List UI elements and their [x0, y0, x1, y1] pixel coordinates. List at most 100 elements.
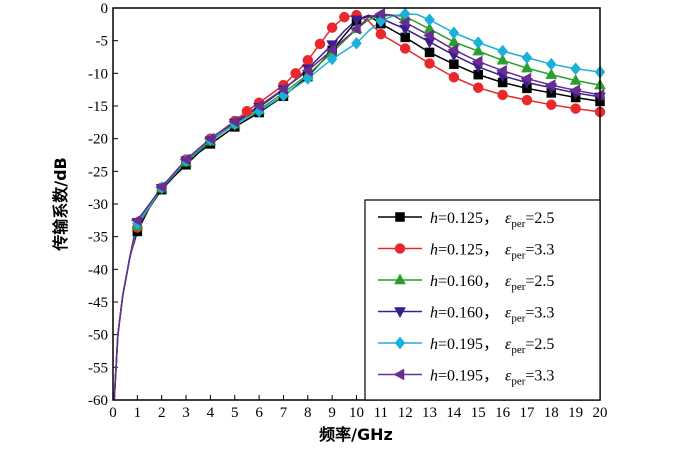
data-point: [447, 43, 459, 56]
data-point: [496, 53, 509, 65]
legend-label-h-value: =0.160，: [438, 273, 499, 290]
x-tick-label: 18: [544, 405, 559, 421]
legend-label-eps-value: =2.5: [525, 210, 554, 227]
x-tick-label: 12: [398, 405, 413, 421]
legend-label-h: h: [430, 368, 438, 385]
data-point: [350, 15, 363, 27]
y-tick-label: -25: [88, 164, 108, 180]
y-axis-title: 传输系数/dB: [51, 157, 70, 252]
legend-label-h: h: [430, 210, 438, 227]
x-axis-title: 频率/GHz: [319, 425, 393, 444]
y-tick-label: -30: [88, 197, 108, 213]
legend-label-h: h: [430, 242, 438, 259]
data-point: [545, 68, 558, 79]
legend-marker: [394, 307, 406, 319]
data-point: [546, 99, 557, 110]
data-point: [570, 62, 581, 76]
legend-label-epsilon: ε: [505, 305, 512, 322]
data-point: [448, 26, 460, 40]
data-point: [375, 28, 387, 40]
y-tick-label: 0: [101, 1, 109, 17]
x-tick-label: 1: [134, 405, 142, 421]
data-point: [349, 22, 361, 35]
legend-label-subscript: per: [511, 344, 525, 356]
data-point: [521, 61, 533, 73]
x-tick-label: 20: [593, 405, 608, 421]
y-tick-label: -10: [88, 66, 108, 82]
data-point: [339, 11, 350, 23]
legend-marker: [394, 243, 406, 254]
x-tick-label: 10: [349, 405, 364, 421]
data-point: [424, 47, 435, 58]
x-tick-label: 14: [446, 405, 462, 421]
legend-label-epsilon: ε: [505, 368, 512, 385]
data-point: [471, 55, 483, 68]
data-point: [569, 84, 580, 97]
legend-marker: [394, 273, 406, 285]
data-point: [399, 43, 411, 54]
legend-label-epsilon: ε: [505, 242, 512, 259]
legend-label-eps-value: =2.5: [525, 336, 554, 353]
legend-label-h: h: [430, 336, 438, 353]
data-point: [570, 103, 581, 114]
legend-label-subscript: per: [511, 250, 525, 262]
legend-label: h=0.195， εper=3.3: [430, 368, 554, 388]
y-tick-label: -40: [88, 262, 108, 278]
data-point: [472, 36, 484, 50]
data-point: [179, 153, 191, 166]
x-tick-label: 16: [495, 405, 511, 421]
y-tick-label: -20: [88, 132, 108, 148]
y-tick-label: -45: [88, 295, 108, 311]
x-tick-label: 5: [231, 405, 239, 421]
legend-label-h: h: [430, 305, 438, 322]
legend-label-h-value: =0.125，: [438, 242, 499, 259]
legend-label-eps-value: =3.3: [525, 242, 554, 259]
x-tick-label: 19: [568, 405, 583, 421]
legend-label-h-value: =0.160，: [438, 305, 499, 322]
legend-label-epsilon: ε: [505, 273, 512, 290]
legend-label: h=0.160， εper=3.3: [430, 305, 554, 325]
legend-label-subscript: per: [511, 218, 525, 230]
series-line-5: [113, 13, 600, 400]
marker-layer: [130, 7, 606, 237]
x-tick-label: 0: [109, 405, 117, 421]
legend-label-subscript: per: [511, 376, 525, 388]
data-point: [130, 214, 142, 227]
data-point: [497, 44, 508, 58]
data-point: [593, 88, 605, 101]
legend-label-eps-value: =2.5: [525, 273, 554, 290]
legend-label-subscript: per: [511, 281, 525, 293]
legend-label-epsilon: ε: [505, 210, 512, 227]
x-tick-label: 8: [304, 405, 312, 421]
data-point: [521, 51, 533, 65]
data-point: [228, 115, 239, 128]
y-tick-label: -55: [88, 360, 108, 376]
legend-label-eps-value: =3.3: [525, 305, 554, 322]
data-point: [252, 100, 264, 112]
data-point: [314, 38, 326, 50]
legend: h=0.125， εper=2.5h=0.125， εper=3.3h=0.160，…: [364, 199, 601, 401]
legend-box: [364, 199, 601, 401]
data-point: [325, 43, 337, 56]
y-tick-label: -50: [88, 328, 108, 344]
data-point: [241, 105, 253, 117]
x-tick-label: 11: [374, 405, 388, 421]
data-point: [276, 83, 288, 95]
x-tick-label: 7: [280, 405, 288, 421]
data-point: [520, 72, 532, 85]
data-point: [424, 58, 435, 69]
axes: 0 1 2 3 4 5 6 7 8 9 10 11 12 13 14 15 16 17 18 19 200-5-10-1…: [88, 1, 608, 421]
data-point: [398, 16, 410, 29]
legend-label: h=0.125， εper=3.3: [430, 242, 554, 262]
legend-label-h-value: =0.195，: [438, 336, 499, 353]
legend-label-h: h: [430, 273, 438, 290]
x-tick-label: 9: [328, 405, 336, 421]
legend-marker: [394, 336, 406, 350]
data-point: [447, 35, 460, 47]
data-point: [301, 64, 313, 77]
x-tick-label: 15: [471, 405, 486, 421]
data-point: [423, 29, 434, 42]
data-point: [326, 52, 338, 66]
data-point: [521, 94, 533, 106]
